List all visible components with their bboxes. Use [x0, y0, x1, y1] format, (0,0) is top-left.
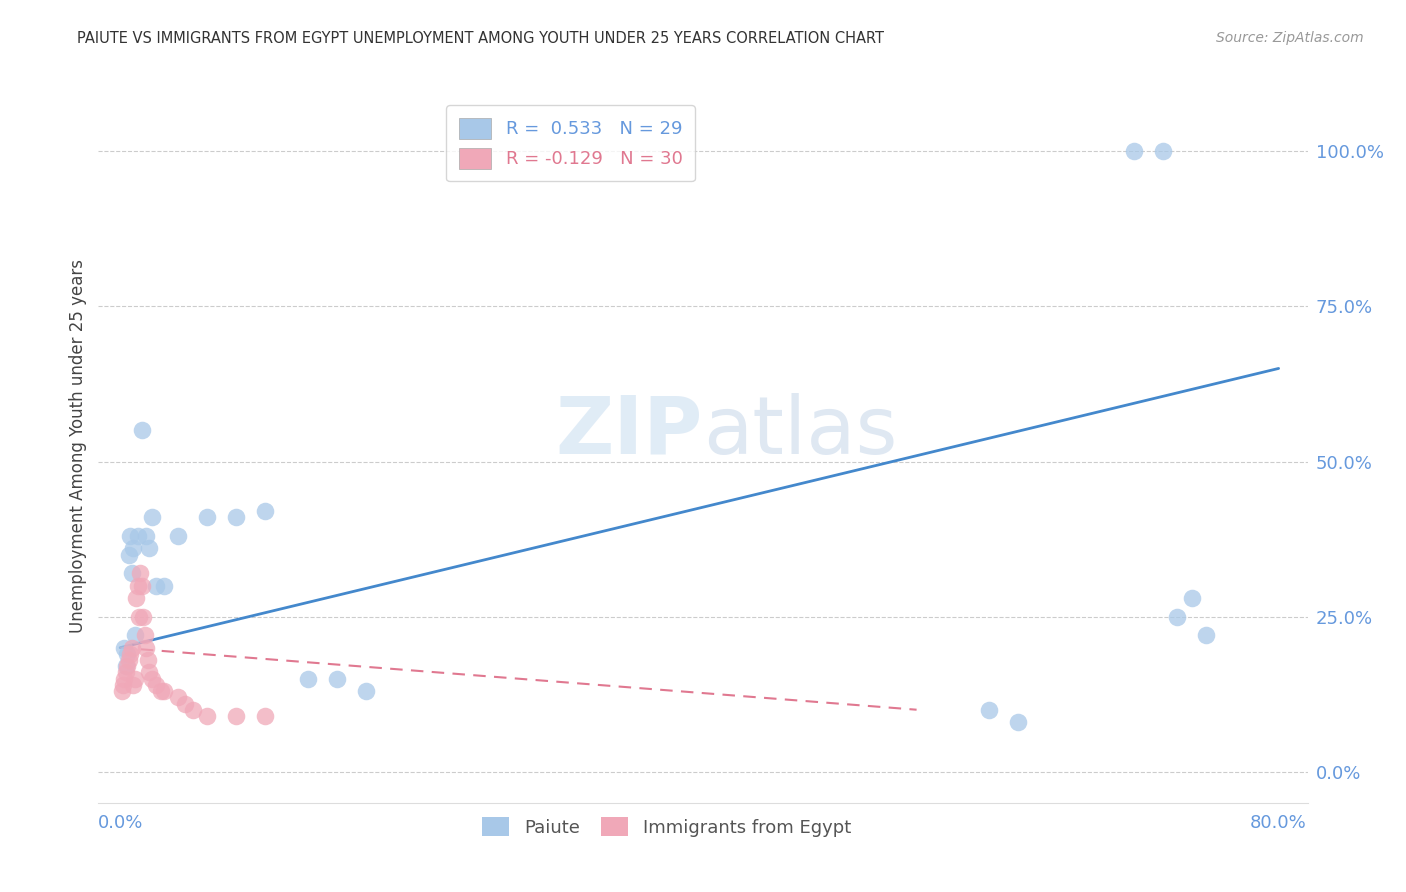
Point: [1181, 591, 1204, 605]
Point: [118, 653, 141, 667]
Point: [120, 647, 142, 661]
Text: Source: ZipAtlas.com: Source: ZipAtlas.com: [1216, 31, 1364, 45]
Point: [110, 684, 132, 698]
Point: [225, 510, 247, 524]
Point: [145, 678, 167, 692]
Point: [174, 697, 197, 711]
Point: [1122, 145, 1144, 159]
Point: [114, 640, 136, 655]
Point: [127, 529, 149, 543]
Text: atlas: atlas: [703, 392, 897, 471]
Legend: Paiute, Immigrants from Egypt: Paiute, Immigrants from Egypt: [475, 810, 859, 844]
Point: [141, 672, 163, 686]
Point: [121, 640, 143, 655]
Point: [145, 579, 167, 593]
Point: [356, 684, 378, 698]
Point: [136, 653, 159, 667]
Point: [129, 566, 152, 581]
Point: [195, 510, 218, 524]
Point: [253, 709, 276, 723]
Point: [132, 609, 155, 624]
Point: [124, 628, 146, 642]
Point: [112, 678, 135, 692]
Point: [122, 678, 145, 692]
Point: [135, 529, 157, 543]
Y-axis label: Unemployment Among Youth under 25 years: Unemployment Among Youth under 25 years: [69, 259, 87, 633]
Point: [125, 591, 148, 605]
Point: [134, 628, 156, 642]
Point: [124, 672, 146, 686]
Point: [253, 504, 276, 518]
Point: [138, 665, 160, 680]
Point: [152, 579, 174, 593]
Point: [149, 684, 172, 698]
Point: [114, 672, 136, 686]
Point: [131, 579, 153, 593]
Point: [117, 647, 139, 661]
Point: [117, 659, 139, 673]
Point: [297, 672, 319, 686]
Point: [115, 665, 138, 680]
Point: [1195, 628, 1218, 642]
Point: [138, 541, 160, 556]
Point: [118, 548, 141, 562]
Point: [122, 541, 145, 556]
Point: [141, 510, 163, 524]
Point: [326, 672, 349, 686]
Point: [1152, 145, 1174, 159]
Point: [167, 529, 190, 543]
Point: [977, 703, 1000, 717]
Text: ZIP: ZIP: [555, 392, 703, 471]
Point: [167, 690, 190, 705]
Point: [135, 640, 157, 655]
Point: [128, 609, 150, 624]
Point: [121, 566, 143, 581]
Text: PAIUTE VS IMMIGRANTS FROM EGYPT UNEMPLOYMENT AMONG YOUTH UNDER 25 YEARS CORRELAT: PAIUTE VS IMMIGRANTS FROM EGYPT UNEMPLOY…: [77, 31, 884, 46]
Point: [1166, 609, 1188, 624]
Point: [1007, 715, 1029, 730]
Point: [115, 659, 138, 673]
Point: [127, 579, 149, 593]
Point: [152, 684, 174, 698]
Point: [195, 709, 218, 723]
Point: [225, 709, 247, 723]
Point: [131, 424, 153, 438]
Point: [181, 703, 204, 717]
Point: [120, 529, 142, 543]
